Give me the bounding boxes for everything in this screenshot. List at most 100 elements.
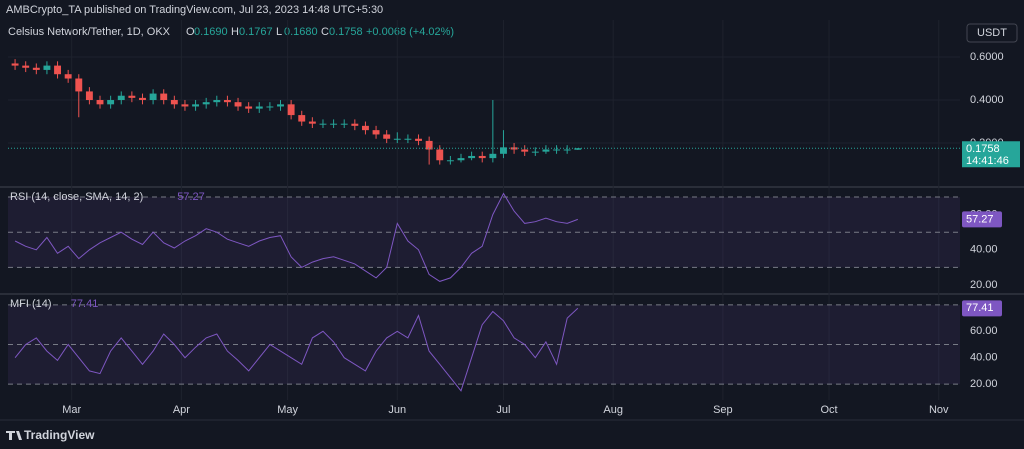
indicator-value: 57.27	[177, 191, 205, 203]
candle-body	[75, 78, 83, 92]
candle-body	[255, 106, 263, 109]
indicator-line	[14, 192, 578, 282]
ohlc-key: H	[231, 26, 239, 38]
candle-body	[266, 106, 274, 108]
candle-body	[213, 100, 221, 103]
last-price-label: 0.1758	[966, 143, 1000, 155]
candle-body	[32, 67, 40, 70]
indicator-value: 77.41	[71, 298, 99, 310]
publisher: AMBCrypto_TA published on TradingView.co…	[6, 4, 383, 16]
y-tick-label: 40.00	[970, 244, 998, 256]
candle-body	[436, 149, 444, 161]
y-tick-label: 0.6000	[970, 51, 1004, 63]
x-tick-label: Sep	[713, 404, 733, 416]
candle-body	[489, 153, 497, 159]
change: +0.0068 (+4.02%)	[366, 26, 454, 38]
x-tick-label: Mar	[62, 404, 81, 416]
candle-body	[287, 104, 295, 116]
candle-body	[181, 104, 189, 107]
last-value-label: 77.41	[966, 302, 994, 314]
candle-body	[170, 100, 178, 105]
candle-body	[500, 147, 507, 154]
candle-body	[393, 138, 401, 140]
ohlc-key: O	[186, 26, 195, 38]
candle-body	[43, 65, 51, 70]
candle-body	[308, 121, 316, 124]
x-tick-label: Jul	[496, 404, 510, 416]
candle-body	[478, 155, 486, 159]
candle-body	[139, 97, 146, 101]
candle-body	[149, 93, 157, 101]
candle-body	[340, 123, 348, 125]
candle-body	[192, 104, 200, 107]
candle-body	[54, 65, 61, 75]
band-fill	[8, 304, 960, 385]
candle-body	[298, 115, 306, 122]
last-value-label: 57.27	[966, 213, 994, 225]
candle-body	[96, 100, 104, 105]
candle-body	[361, 125, 369, 131]
x-tick-label: Aug	[603, 404, 623, 416]
candle-body	[202, 102, 210, 105]
candle-body	[107, 100, 115, 105]
candle-body	[245, 106, 253, 109]
y-tick-label: 20.00	[970, 378, 998, 390]
ohlc-value: 0.1690	[194, 26, 228, 38]
candle-body	[64, 74, 72, 79]
x-tick-label: Oct	[820, 404, 837, 416]
currency[interactable]: USDT	[977, 27, 1007, 39]
candle-body	[542, 149, 550, 152]
currency-box[interactable]	[966, 23, 1018, 43]
y-tick-label: 0.4000	[970, 94, 1004, 106]
x-tick-label: Jun	[388, 404, 406, 416]
indicator-title: MFI (14)	[10, 298, 52, 310]
candle-body	[510, 147, 518, 150]
candle-body	[446, 160, 454, 162]
x-tick-label: May	[277, 404, 298, 416]
candle-body	[457, 158, 465, 161]
candle-body	[404, 138, 412, 140]
y-tick-label: 20.00	[970, 279, 998, 291]
candle-body	[277, 104, 284, 107]
brand-logo	[6, 431, 22, 440]
candle-body	[521, 149, 529, 152]
indicator-line	[14, 307, 579, 392]
candle-body	[117, 95, 125, 101]
last-price-box	[962, 141, 1020, 168]
candle-body	[223, 100, 231, 103]
candle-body	[128, 95, 136, 98]
last-value-box	[962, 300, 1002, 317]
candle-body	[574, 148, 582, 150]
ohlc-value: 0.1680	[284, 26, 318, 38]
countdown: 14:41:46	[966, 155, 1009, 167]
candle-body	[553, 149, 561, 151]
candle-body	[319, 123, 327, 125]
candle-body	[383, 134, 391, 139]
candle-body	[160, 93, 168, 101]
candle-body	[415, 138, 422, 141]
y-tick-label: 40.00	[970, 352, 998, 364]
y-tick-label: 60.00	[970, 325, 998, 337]
candle-body	[234, 102, 242, 107]
candle-body	[330, 123, 338, 125]
indicator-title: RSI (14, close, SMA, 14, 2)	[10, 191, 143, 203]
x-tick-label: Nov	[929, 404, 949, 416]
candle-body	[85, 91, 93, 101]
candle-body	[563, 149, 571, 151]
brand: TradingView	[24, 428, 95, 442]
candle-body	[425, 140, 433, 150]
candle-body	[351, 123, 359, 126]
candle-body	[11, 63, 19, 66]
candle-body	[22, 65, 30, 68]
ohlc-value: 0.1767	[239, 26, 273, 38]
band-fill	[8, 197, 960, 268]
ohlc-key: C	[321, 26, 329, 38]
x-tick-label: Apr	[173, 404, 190, 416]
ohlc-value: 0.1758	[329, 26, 363, 38]
ohlc-key: L	[276, 26, 282, 38]
last-value-box	[962, 211, 1002, 228]
candle-body	[372, 130, 380, 135]
candle-body	[531, 151, 539, 153]
